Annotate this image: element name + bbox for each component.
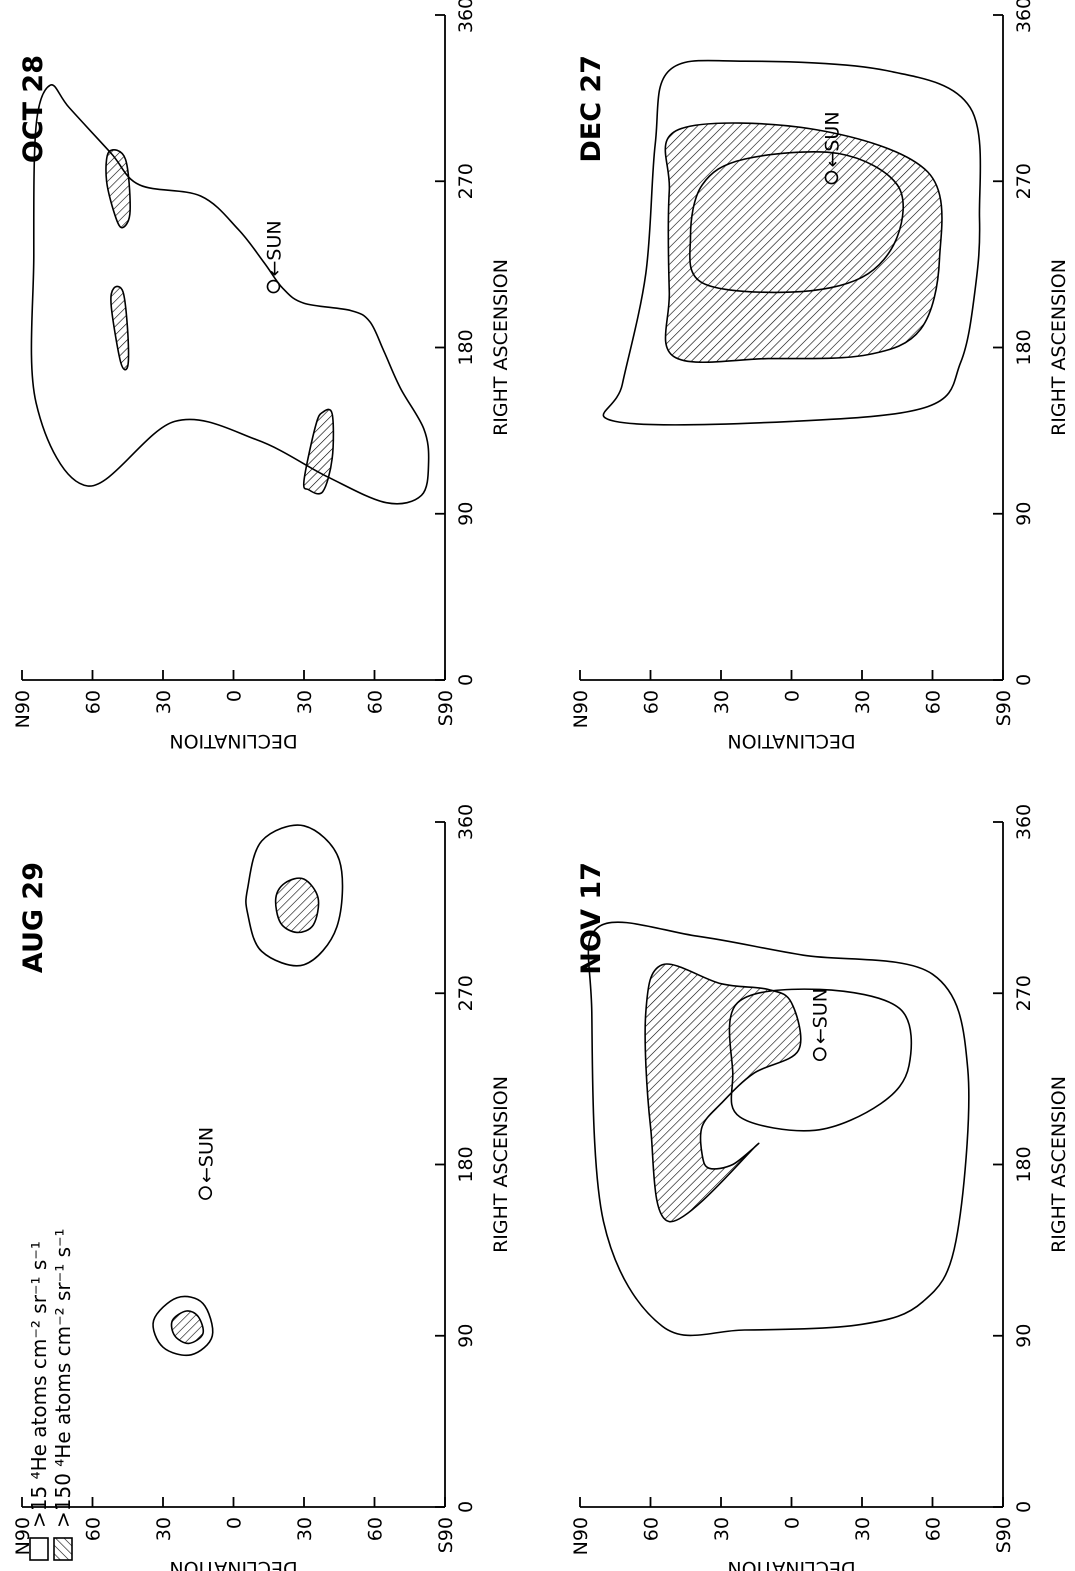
dec-tick-label: 60 [365, 690, 387, 714]
dec-tick-label: 60 [641, 1517, 663, 1541]
sun-marker [812, 1047, 827, 1061]
ra-tick-label: 90 [1013, 1324, 1035, 1348]
legend: >15 ⁴He atoms cm⁻² sr⁻¹ s⁻¹ >150 ⁴He ato… [27, 1228, 75, 1561]
region-low-contour [245, 824, 344, 967]
dec-tick-label: 30 [852, 1517, 874, 1541]
ra-tick-label: 180 [455, 329, 477, 365]
dec-tick-label: S90 [993, 1517, 1015, 1553]
sun-label: ←SUN [263, 220, 285, 276]
dec-tick-label: 30 [153, 1517, 175, 1541]
dec-tick-label: S90 [435, 1517, 457, 1553]
sun-label: ←SUN [195, 1127, 217, 1183]
panel-title: OCT 28 [18, 55, 49, 163]
ra-tick-label: 90 [455, 1324, 477, 1348]
ra-tick-label: 360 [1013, 804, 1035, 840]
ra-tick-label: 0 [455, 1501, 477, 1513]
ra-tick-label: 90 [1013, 502, 1035, 526]
dec-axis-label: DECLINATION [169, 1557, 297, 1571]
dec-tick-label: 30 [711, 1517, 733, 1541]
dec-tick-label: 60 [923, 690, 945, 714]
ra-axis-label: RIGHT ASCENSION [490, 259, 512, 436]
dec-tick-label: 0 [224, 690, 246, 702]
dec-tick-label: 60 [83, 1517, 105, 1541]
sun-marker [266, 279, 281, 294]
dec-tick-label: N90 [570, 1517, 592, 1555]
dec-axis-label: DECLINATION [727, 1557, 855, 1571]
dec-axis-label: DECLINATION [727, 730, 855, 752]
ra-tick-label: 90 [455, 502, 477, 526]
dec-tick-label: 60 [923, 1517, 945, 1541]
ra-tick-label: 360 [455, 0, 477, 33]
panel-aug-29: N90 60 30 0 30 60 S90 0 90 180 270 360 DECLINATION RI… [12, 804, 512, 1571]
panel-title: DEC 27 [576, 55, 607, 163]
ra-tick-label: 270 [1013, 163, 1035, 199]
ra-axis-label: RIGHT ASCENSION [1048, 1076, 1070, 1253]
dec-tick-label: 60 [83, 690, 105, 714]
panel-dec-27: N90 60 30 0 30 60 S90 0 90 180 270 360 DECLINATION RI… [570, 0, 1070, 752]
dec-tick-label: 0 [782, 690, 804, 702]
panel-title: NOV 17 [576, 862, 607, 975]
dec-tick-label: 30 [852, 690, 874, 714]
ra-tick-label: 0 [1013, 674, 1035, 686]
ra-tick-label: 180 [455, 1146, 477, 1182]
sun-label: ←SUN [810, 988, 832, 1044]
ra-tick-label: 0 [455, 674, 477, 686]
dec-tick-label: 0 [782, 1517, 804, 1529]
legend-hatched-box [53, 1537, 73, 1561]
ra-tick-label: 180 [1013, 1146, 1035, 1182]
region-high-hatched [170, 1310, 205, 1345]
panel-title: AUG 29 [18, 862, 49, 973]
region-high-hatched [644, 963, 802, 1223]
dec-axis-label: DECLINATION [169, 730, 297, 752]
sun-label: ←SUN [821, 111, 843, 167]
dec-tick-label: 60 [641, 690, 663, 714]
ra-tick-label: 270 [455, 163, 477, 199]
region-low-contour [728, 988, 913, 1132]
ra-tick-label: 360 [1013, 0, 1035, 33]
sun-marker [198, 1186, 213, 1200]
region-high-hatched [274, 877, 320, 934]
region-high-hatched [110, 285, 130, 371]
panel-nov-17: N90 60 30 0 30 60 S90 0 90 180 270 360 DECLINATION RI… [570, 804, 1070, 1571]
dec-tick-label: 30 [294, 1517, 316, 1541]
region-high-hatched [105, 149, 131, 229]
ra-axis-label: RIGHT ASCENSION [1048, 259, 1070, 436]
ra-tick-label: 360 [455, 804, 477, 840]
legend-low-text: >15 ⁴He atoms cm⁻² sr⁻¹ s⁻¹ [27, 1241, 51, 1528]
ra-axis-label: RIGHT ASCENSION [490, 1076, 512, 1253]
dec-tick-label: N90 [12, 1517, 34, 1555]
ra-tick-label: 270 [455, 975, 477, 1011]
panel-oct-28: N90 60 30 0 30 60 S90 0 90 180 270 360 DECLINATION RI… [12, 0, 512, 752]
legend-high-text: >150 ⁴He atoms cm⁻² sr⁻¹ s⁻¹ [51, 1228, 75, 1528]
region-low-contour [30, 83, 430, 505]
region-high-hatched [302, 408, 335, 495]
ra-tick-label: 0 [1013, 1501, 1035, 1513]
panels: N90 60 30 0 30 60 S90 0 90 180 270 360 DECLINATION RI… [12, 0, 1070, 1571]
ra-tick-label: 180 [1013, 329, 1035, 365]
dec-tick-label: 30 [153, 690, 175, 714]
dec-tick-label: 60 [365, 1517, 387, 1541]
region-high-hatched [664, 122, 943, 364]
region-low-contour [602, 59, 982, 426]
dec-tick-label: N90 [570, 690, 592, 728]
dec-tick-label: 30 [294, 690, 316, 714]
region-low-contour [152, 1295, 214, 1357]
dec-tick-label: 0 [224, 1517, 246, 1529]
dec-tick-label: S90 [993, 690, 1015, 726]
dec-tick-label: 30 [711, 690, 733, 714]
region-low-contour [688, 151, 904, 294]
region-low-contour [587, 921, 970, 1337]
legend-open-box [29, 1537, 49, 1561]
dec-tick-label: S90 [435, 690, 457, 726]
ra-tick-label: 270 [1013, 975, 1035, 1011]
dec-tick-label: N90 [12, 690, 34, 728]
sun-marker [824, 170, 839, 185]
